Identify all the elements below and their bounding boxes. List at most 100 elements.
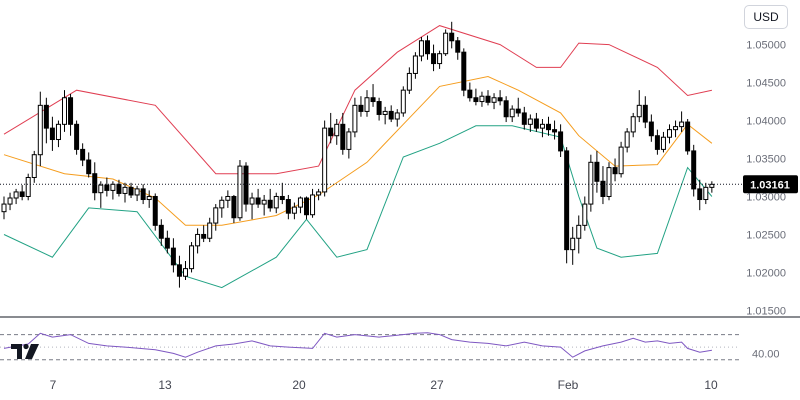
- candle-body: [600, 180, 606, 197]
- candle-body: [25, 176, 31, 197]
- candle-body: [679, 121, 685, 128]
- candle: [691, 144, 697, 197]
- candle: [116, 179, 122, 197]
- candle-body: [334, 123, 340, 137]
- candle-body: [527, 118, 533, 125]
- candle: [110, 181, 116, 200]
- candle: [231, 194, 237, 224]
- price-tick-label: 1.03500: [746, 154, 786, 166]
- candle: [394, 109, 400, 127]
- candle-body: [195, 233, 201, 247]
- candle: [467, 82, 473, 102]
- candle: [636, 90, 642, 123]
- candle-body: [310, 194, 316, 216]
- candle-body: [291, 206, 297, 214]
- candle-body: [588, 161, 594, 205]
- price-axis[interactable]: 1.05000 1.04500 1.04000 1.03500 1.03000 1.025…: [746, 40, 786, 318]
- candle-body: [642, 104, 648, 123]
- candle: [316, 188, 322, 201]
- candle-body: [558, 131, 564, 152]
- candle: [43, 97, 49, 144]
- candle-body: [55, 123, 61, 141]
- candle: [55, 120, 61, 148]
- candle: [98, 181, 104, 208]
- candle: [49, 116, 55, 151]
- time-axis[interactable]: 7 13 20 27 Feb 10: [50, 378, 718, 392]
- candle-body: [497, 97, 503, 102]
- candle: [80, 143, 86, 167]
- candle: [648, 114, 654, 142]
- candle-body: [509, 108, 515, 118]
- time-tick-label: 13: [158, 378, 172, 392]
- candle-body: [176, 264, 182, 277]
- candle: [346, 128, 352, 159]
- candle-body: [539, 123, 545, 129]
- candle-body: [521, 112, 527, 125]
- candle: [86, 152, 92, 178]
- candle: [576, 215, 582, 254]
- time-tick-label: 10: [704, 378, 718, 392]
- currency-selector-button[interactable]: USD: [744, 5, 788, 29]
- candle-body: [503, 100, 509, 118]
- candles: [1, 21, 715, 288]
- candle: [509, 105, 515, 123]
- candle: [13, 188, 19, 205]
- candle: [431, 44, 437, 72]
- candle-body: [285, 199, 291, 214]
- candle: [606, 162, 612, 201]
- candle: [582, 196, 588, 231]
- candle-body: [612, 167, 618, 175]
- candle: [376, 97, 382, 121]
- candle: [273, 192, 279, 214]
- candle: [479, 91, 485, 107]
- candle-body: [582, 203, 588, 226]
- candle-body: [400, 89, 406, 114]
- candle: [237, 160, 243, 221]
- candle-body: [346, 131, 352, 150]
- candle-body: [110, 183, 116, 191]
- candle: [515, 97, 521, 117]
- candle-body: [261, 199, 267, 205]
- candle: [703, 182, 709, 205]
- candle: [249, 192, 255, 220]
- candle-body: [394, 112, 400, 120]
- candle-body: [709, 183, 715, 188]
- candle: [382, 106, 388, 125]
- candle: [304, 196, 309, 220]
- candle-body: [116, 183, 122, 194]
- tradingview-logo-icon[interactable]: [10, 340, 44, 362]
- candle-body: [406, 72, 412, 91]
- candle: [68, 93, 74, 136]
- candle-body: [170, 247, 176, 266]
- candle: [1, 196, 7, 220]
- candle-body: [352, 104, 358, 133]
- candle-body: [43, 104, 49, 129]
- candle: [612, 158, 618, 182]
- candle: [158, 219, 164, 246]
- candle-body: [455, 40, 461, 53]
- candle-body: [122, 186, 128, 194]
- candle-body: [267, 199, 273, 209]
- candle: [485, 90, 491, 106]
- price-tick-label: 1.02500: [746, 229, 786, 241]
- candle-body: [425, 40, 430, 55]
- candle-body: [660, 136, 666, 150]
- candle-body: [552, 129, 558, 133]
- candle: [352, 97, 358, 138]
- candle: [521, 106, 527, 130]
- candle-body: [376, 101, 382, 115]
- candle: [600, 166, 606, 205]
- oscillator-line: [3, 332, 712, 358]
- candle-body: [225, 195, 231, 201]
- candle: [201, 225, 207, 243]
- candle-body: [279, 195, 285, 201]
- candle: [74, 120, 80, 155]
- candle: [334, 119, 340, 145]
- candle-body: [418, 40, 424, 57]
- candle: [164, 230, 170, 254]
- candle-body: [68, 97, 74, 125]
- candle-body: [546, 123, 551, 131]
- candle-body: [648, 121, 654, 137]
- candle: [527, 114, 533, 132]
